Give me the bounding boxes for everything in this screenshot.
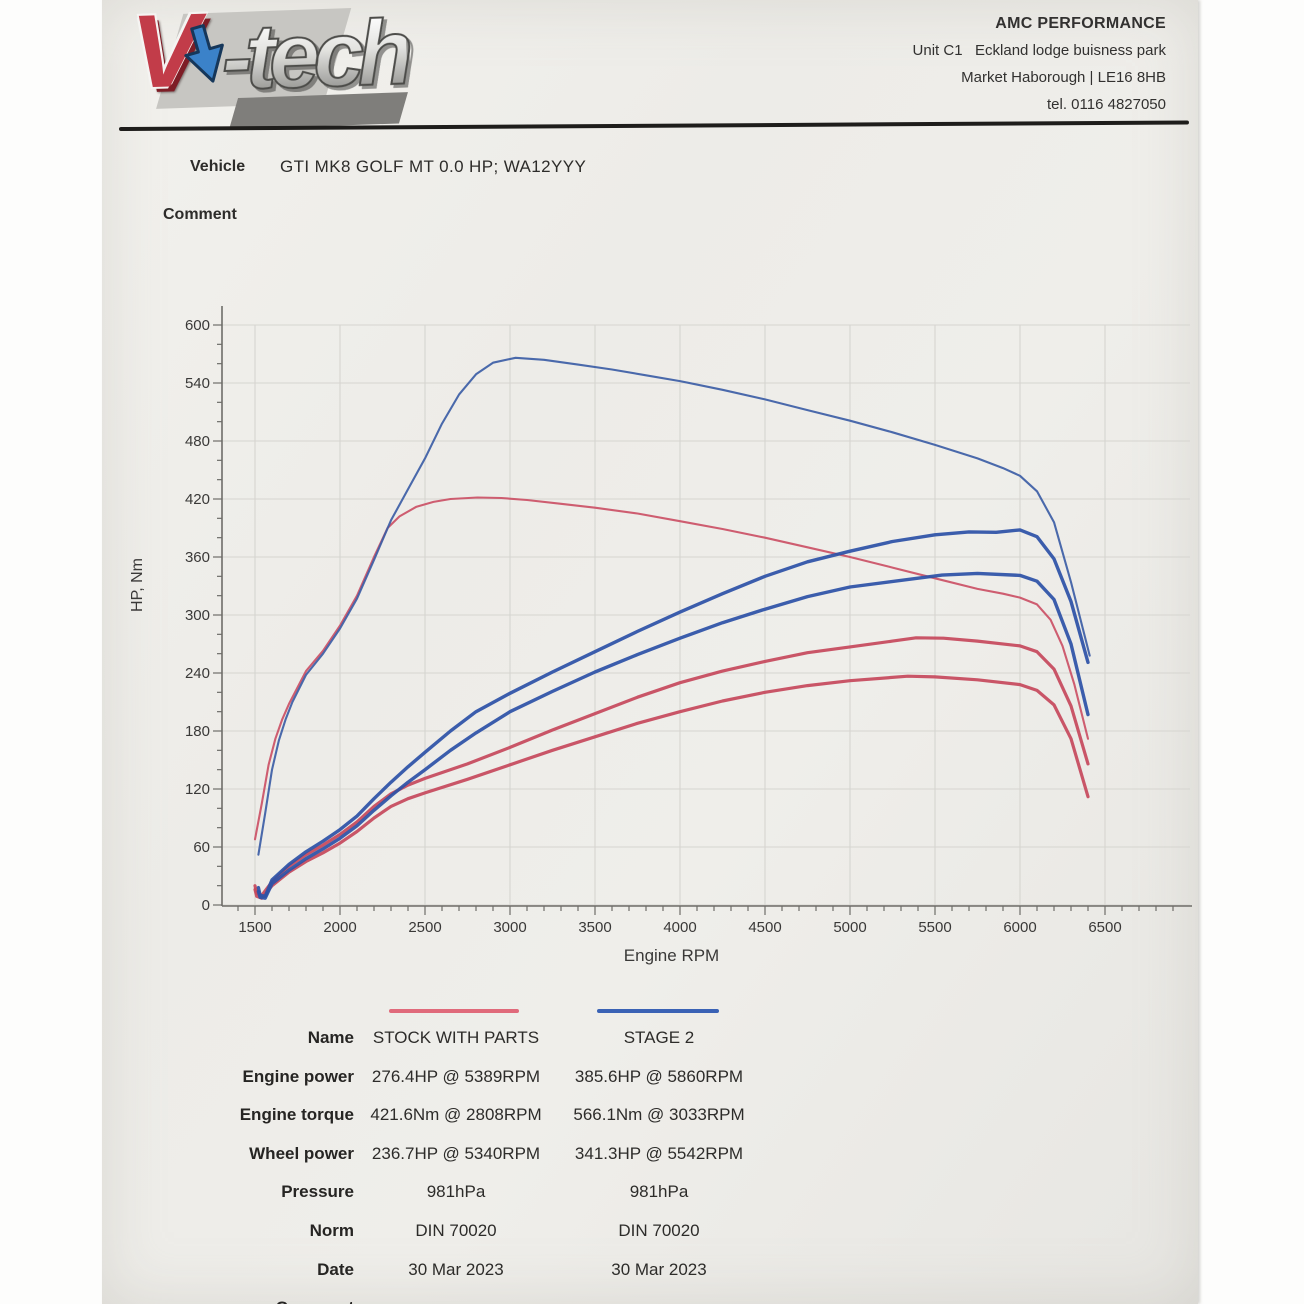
x-tick-label: 3500 (578, 919, 611, 936)
x-tick-label: 5500 (918, 919, 951, 936)
result-row-norm: Norm DIN 70020 DIN 70020 (102, 1221, 1198, 1245)
x-tick-label: 1500 (238, 919, 271, 936)
result-row-pressure: Pressure 981hPa 981hPa (102, 1182, 1198, 1206)
down-arrow-icon (184, 24, 224, 83)
x-tick-label: 2500 (408, 919, 441, 936)
x-tick-label: 6000 (1003, 919, 1036, 936)
y-tick-label: 540 (185, 375, 210, 392)
y-tick-label: 120 (185, 781, 210, 798)
result-value-stage2: 341.3HP @ 5542RPM (574, 1144, 744, 1163)
result-label: Date (317, 1260, 354, 1279)
vehicle-value: GTI MK8 GOLF MT 0.0 HP; WA12YYY (280, 157, 587, 176)
x-tick-label: 4000 (663, 919, 696, 936)
result-value-stock: 981hPa (426, 1182, 486, 1201)
company-address-block: AMC PERFORMANCE Unit C1 Eckland lodge bu… (913, 10, 1166, 118)
company-phone: tel. 0116 4827050 (1047, 96, 1166, 113)
company-address-line1: Unit C1 Eckland lodge buisness park (912, 42, 1166, 59)
result-label: Engine power (242, 1067, 354, 1086)
result-value-stock: 236.7HP @ 5340RPM (371, 1144, 541, 1163)
result-value-stage2: 385.6HP @ 5860RPM (574, 1067, 744, 1086)
result-label: Name (307, 1028, 354, 1047)
result-value-stock: 421.6Nm @ 2808RPM (370, 1105, 542, 1124)
result-value-stock: DIN 70020 (415, 1221, 497, 1240)
result-value-stock: 30 Mar 2023 (408, 1260, 504, 1279)
dyno-chart-svg: 0 60 120 180 240 300 360 420 480 540 600 1500 2000 25… (130, 306, 1192, 965)
result-value-stock: STOCK WITH PARTS (372, 1028, 540, 1047)
result-row-name: Name STOCK WITH PARTS STAGE 2 (102, 1028, 1198, 1052)
x-tick-label: 6500 (1088, 919, 1121, 936)
company-name: AMC PERFORMANCE (995, 15, 1166, 32)
vtech-logo: V -tech (124, 0, 468, 140)
y-tick-label: 0 (202, 897, 210, 914)
legend-line-stock (389, 1009, 519, 1013)
result-row-comment: Comment (102, 1298, 1198, 1304)
x-axis-title: Engine RPM (624, 946, 719, 965)
result-value-stage2: 30 Mar 2023 (611, 1260, 707, 1279)
y-tick-label: 600 (185, 317, 210, 334)
y-tick-label: 300 (185, 607, 210, 624)
comment-label: Comment (163, 206, 237, 223)
company-address-line2: Market Haborough | LE16 8HB (961, 69, 1166, 86)
result-label: Engine torque (239, 1105, 354, 1124)
result-label: Pressure (281, 1182, 354, 1201)
y-tick-label: 180 (185, 723, 210, 740)
result-row-date: Date 30 Mar 2023 30 Mar 2023 (102, 1260, 1198, 1284)
result-value-stage2: DIN 70020 (618, 1221, 700, 1240)
x-tick-label: 5000 (833, 919, 866, 936)
curve-stock-engine-torque-Nm (253, 496, 1090, 841)
y-tick-label: 360 (185, 549, 210, 566)
curve-stage2-engine-torque-Nm (257, 356, 1091, 856)
logo-text-tech: -tech (219, 0, 409, 110)
result-value-stage2: STAGE 2 (623, 1028, 695, 1047)
x-tick-label: 2000 (323, 919, 356, 936)
vehicle-label: Vehicle (190, 158, 246, 175)
curve-stock-engine-power-HP (253, 636, 1090, 897)
y-tick-label: 420 (185, 491, 210, 508)
curve-stage2-wheel-power-HP (256, 571, 1090, 900)
result-label: Norm (309, 1221, 354, 1240)
result-value-stock: 276.4HP @ 5389RPM (371, 1067, 541, 1086)
y-axis-title: HP, Nm (130, 558, 146, 612)
y-tick-label: 480 (185, 433, 210, 450)
result-value-stage2: 981hPa (629, 1182, 689, 1201)
result-label: Comment (142, 1298, 354, 1304)
result-row-wheel-power: Wheel power 236.7HP @ 5340RPM 341.3HP @ 55… (102, 1144, 1198, 1168)
y-tick-label: 240 (185, 665, 210, 682)
paper-background (102, 0, 1198, 1304)
x-tick-label: 3000 (493, 919, 526, 936)
result-value-stage2: 566.1Nm @ 3033RPM (573, 1105, 745, 1124)
curve-stage2-engine-power-HP (256, 528, 1090, 898)
y-tick-label: 60 (193, 839, 210, 856)
result-row-engine-torque: Engine torque 421.6Nm @ 2808RPM 566.1Nm @ … (102, 1105, 1198, 1129)
x-tick-label: 4500 (748, 919, 781, 936)
curve-stock-wheel-power-HP (253, 674, 1090, 900)
result-label: Wheel power (249, 1144, 354, 1163)
result-row-engine-power: Engine power 276.4HP @ 5389RPM 385.6HP @ 5… (102, 1067, 1198, 1091)
legend-line-stage2 (597, 1009, 719, 1013)
